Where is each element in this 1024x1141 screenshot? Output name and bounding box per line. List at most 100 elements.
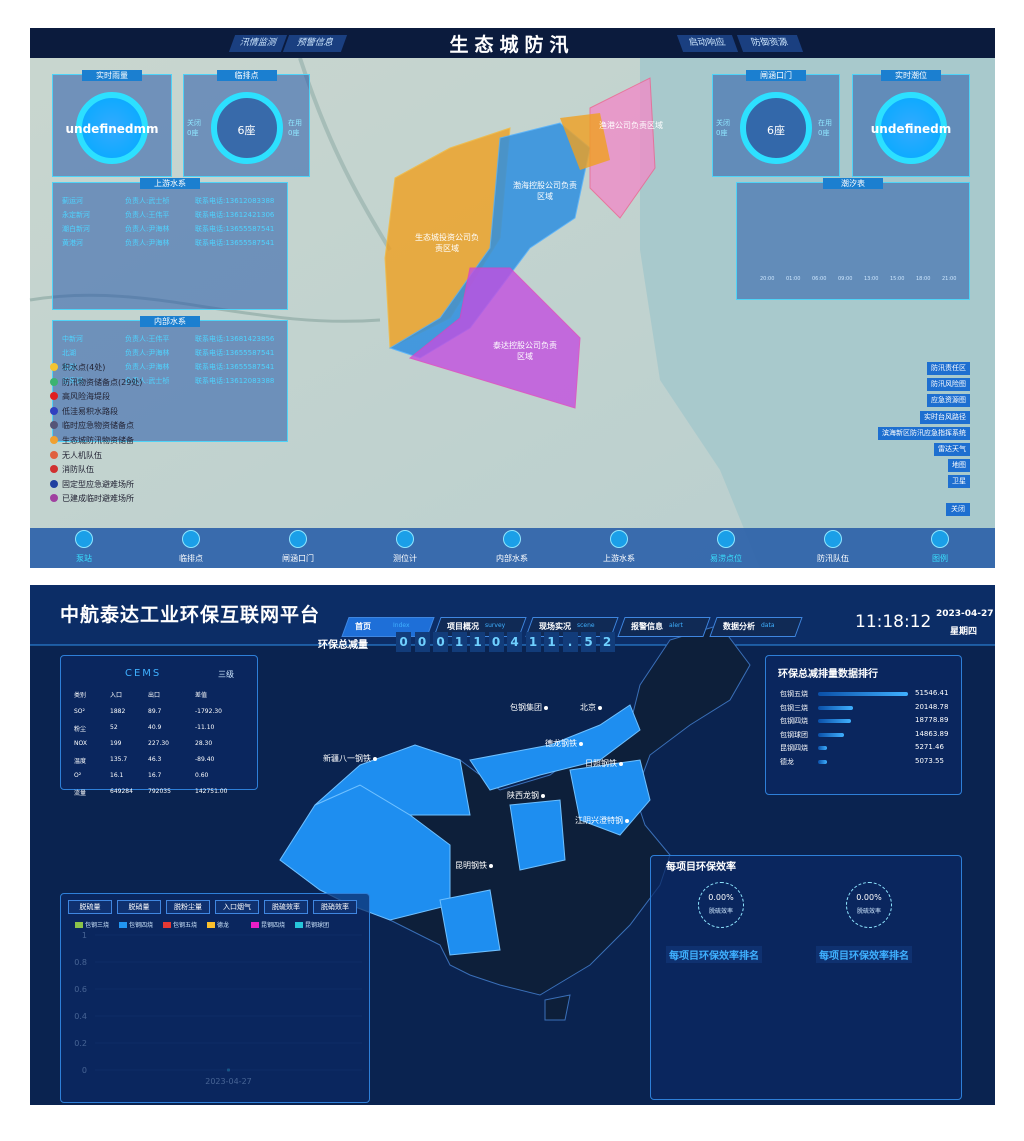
nav-label[interactable]: 上游水系 <box>603 554 635 563</box>
nav-name[interactable]: 项目概况 <box>447 622 479 631</box>
total-digit: 0 <box>488 632 504 652</box>
legend-icon <box>50 436 58 444</box>
ranking-bar <box>818 732 844 737</box>
nav-icon[interactable] <box>931 530 949 548</box>
city-label: 日照钢铁 <box>585 759 617 768</box>
nav-label[interactable]: 防汛队伍 <box>817 554 849 563</box>
gauge-value: undefinedmm <box>65 122 159 136</box>
map-button[interactable]: 实时台风路径 <box>920 410 970 424</box>
total-digit: 0 <box>414 632 430 652</box>
ranking-bar <box>818 705 854 710</box>
tab[interactable]: 预警信息 <box>282 35 348 52</box>
map-button[interactable]: 防汛责任区 <box>927 362 970 375</box>
chart-tab[interactable]: 脱硝量 <box>117 900 161 914</box>
gauge-side: 关闭 <box>187 119 201 127</box>
chart-tab[interactable]: 脱粉尘量 <box>166 900 210 914</box>
cems-cell: -1792.30 <box>195 708 222 715</box>
gauge-value: undefinedm <box>870 122 952 136</box>
chart-tab[interactable]: 入口烟气 <box>215 900 259 914</box>
gauge-ring <box>210 92 283 164</box>
nav-label[interactable]: 泵站 <box>76 554 92 563</box>
nav-name[interactable]: 数据分析 <box>723 622 755 631</box>
legend-label: 昆钢四烧 <box>261 922 286 929</box>
panel <box>650 855 962 1100</box>
legend-swatch <box>207 922 215 928</box>
cems-cell: 流量 <box>74 790 87 797</box>
map-button[interactable]: 关闭 <box>946 503 970 516</box>
nav-icon[interactable] <box>289 530 307 548</box>
map-label: 渔港公司负责区域 <box>599 121 663 130</box>
river-cell: 联系电话:13612083388 <box>195 377 275 385</box>
legend-icon <box>50 450 58 459</box>
gauge-side: 在用 <box>818 119 832 127</box>
map-button[interactable]: 地图 <box>948 459 970 473</box>
nav-icon[interactable] <box>182 530 200 548</box>
city-dot <box>373 757 377 761</box>
total-label: 环保总减量 <box>318 640 368 651</box>
nav-icon[interactable] <box>824 530 842 548</box>
chart-tab[interactable]: 脱硫量 <box>68 900 112 914</box>
chart-tab[interactable]: 脱硫效率 <box>264 900 308 914</box>
nav-label[interactable]: 测位计 <box>393 554 417 563</box>
gauge-side: 0座 <box>288 129 300 137</box>
panel <box>60 893 370 1103</box>
panel <box>60 655 258 790</box>
cems-cell: 40.9 <box>148 724 162 731</box>
map-button[interactable]: 应急资源图 <box>927 394 970 408</box>
map-button[interactable]: 滨海新区防汛应急指挥系统 <box>878 426 970 440</box>
map-button[interactable]: 卫星 <box>948 475 970 489</box>
cems-level[interactable]: 三级 <box>218 670 234 679</box>
cems-head: 入口 <box>110 692 123 699</box>
map-button[interactable]: 雷达天气 <box>934 443 970 456</box>
river-cell: 黄港河 <box>62 239 83 247</box>
nav-en[interactable]: survey <box>485 622 506 629</box>
cems-cell: 46.3 <box>148 756 162 763</box>
nav-name[interactable]: 现场实况 <box>539 622 571 631</box>
map-button[interactable]: 防汛风险图 <box>927 378 970 392</box>
total-digit: 1 <box>470 632 485 652</box>
cems-cell: -11.10 <box>195 724 215 731</box>
nav-label[interactable]: 易涝点位 <box>710 554 742 563</box>
nav-icon[interactable] <box>503 530 521 548</box>
legend-label: 德龙 <box>217 922 230 929</box>
legend-label: 临时应急物资储备点 <box>62 421 134 431</box>
nav-label[interactable]: 内部水系 <box>496 554 528 563</box>
tab[interactable]: 启动响应 <box>676 35 739 52</box>
nav-icon[interactable] <box>75 530 93 548</box>
river-cell: 联系电话:13655587541 <box>195 225 275 233</box>
tab[interactable]: 汛情监测 <box>228 35 288 52</box>
nav-icon[interactable] <box>717 530 735 548</box>
legend-label: 生态城防汛物资储备 <box>62 436 134 445</box>
chart-tab[interactable]: 脱硝效率 <box>313 900 357 914</box>
cems-cell: 温度 <box>74 758 87 765</box>
clock: 11:18:12 <box>855 612 932 632</box>
nav-en[interactable]: scene <box>577 622 595 629</box>
tab[interactable]: 防御资源 <box>736 35 804 52</box>
ranking-name: 包钢五烧 <box>780 690 808 698</box>
legend-icon <box>50 363 58 371</box>
legend-label: 昆钢球团 <box>305 922 330 929</box>
panel-title: 内部水系 <box>140 316 200 327</box>
city-label: 包钢集团 <box>510 703 542 712</box>
nav-en[interactable]: data <box>761 622 775 629</box>
total-digit: 1 <box>544 632 559 652</box>
cems-title: CEMS <box>125 668 162 679</box>
nav-en[interactable]: Index <box>393 622 410 629</box>
nav-label[interactable]: 临排点 <box>179 554 203 563</box>
river-cell: 联系电话:13612421306 <box>195 211 275 219</box>
city-label: 北京 <box>580 703 596 712</box>
ranking-value: 5073.55 <box>915 756 944 765</box>
nav-name[interactable]: 报警信息 <box>631 622 663 631</box>
city-dot <box>625 819 629 823</box>
nav-icon[interactable] <box>610 530 628 548</box>
nav-icon[interactable] <box>396 530 414 548</box>
cems-cell: 1882 <box>110 708 126 715</box>
panel-title: 临排点 <box>216 70 277 81</box>
nav-en[interactable]: alert <box>669 622 683 629</box>
nav-label[interactable]: 图例 <box>932 554 948 563</box>
nav-label[interactable]: 闸涵口门 <box>282 554 314 563</box>
ranking-value: 14863.89 <box>915 729 949 738</box>
river-cell: 甘泉湖 <box>62 377 83 385</box>
nav-name[interactable]: 首页 <box>355 622 371 631</box>
legend-icon <box>50 406 58 415</box>
